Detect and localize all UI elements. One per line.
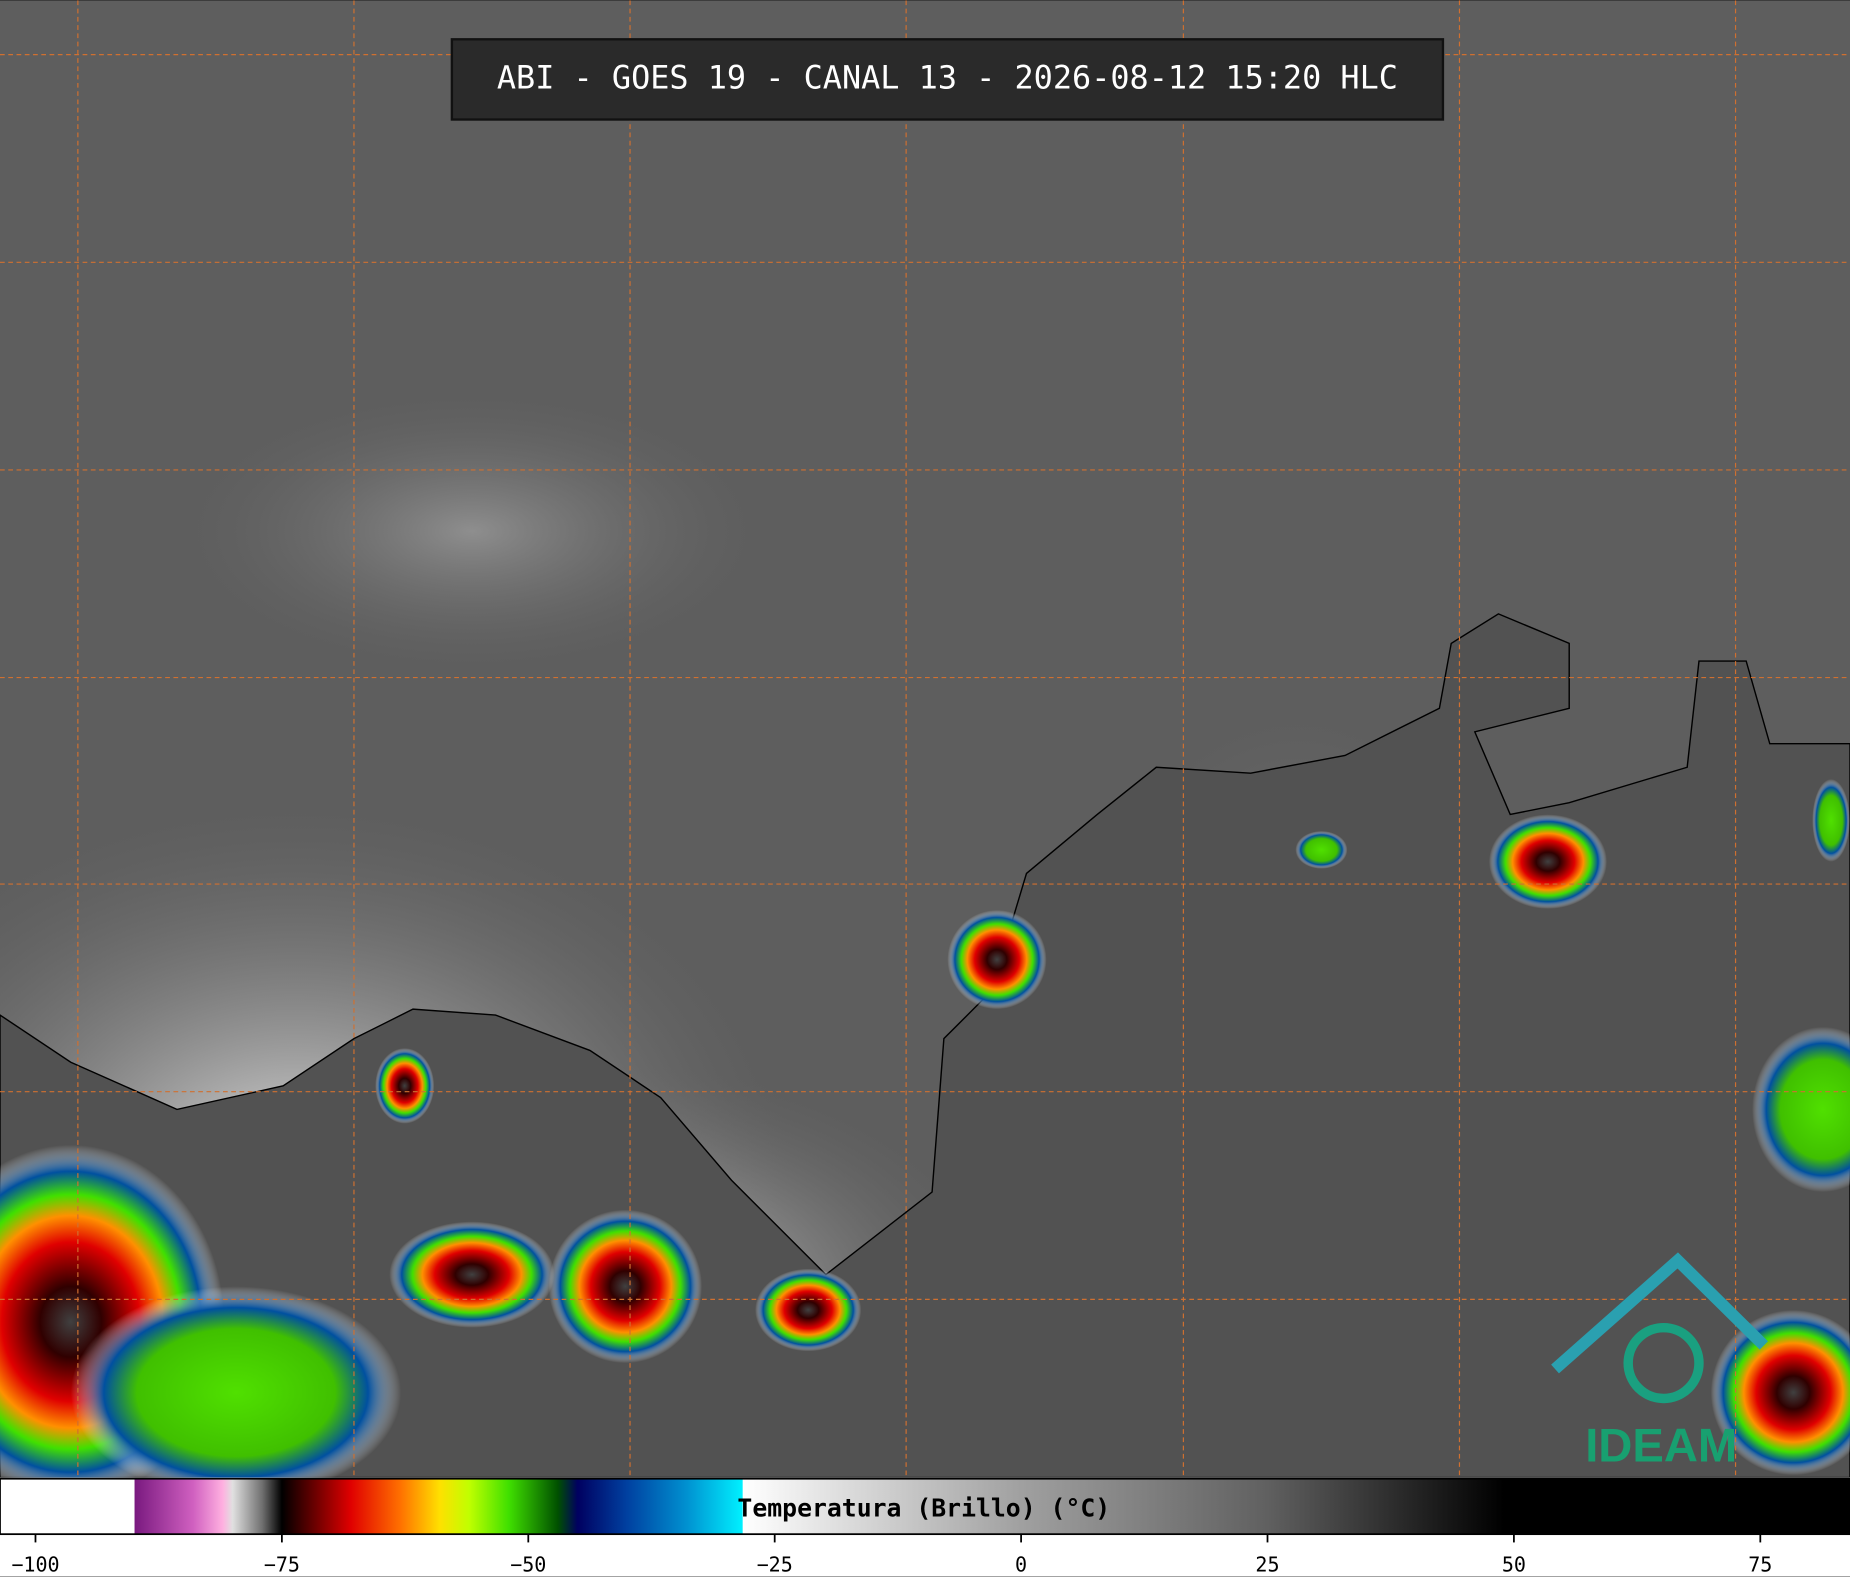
- colorbar-label: Temperatura (Brillo) (°C): [737, 1493, 1110, 1522]
- colorbar-tick-label: −75: [264, 1553, 300, 1577]
- colorbar-tick-label: 50: [1502, 1553, 1526, 1577]
- title-background: [450, 38, 1445, 121]
- colorbar-tick-label: −100: [11, 1553, 59, 1577]
- logo: IDEAM: [1551, 1252, 1769, 1473]
- colorbar-tick-label: 75: [1748, 1553, 1772, 1577]
- logo-text: IDEAM: [1585, 1420, 1737, 1473]
- colorbar-tick-label: −25: [757, 1553, 793, 1577]
- colorbar-tick-label: −50: [510, 1553, 546, 1577]
- colorbar-tick-label: 0: [1015, 1553, 1027, 1577]
- title: ABI - GOES 19 - CANAL 13 - 2026-08-12 15…: [497, 58, 1398, 96]
- colorbar: [0, 1477, 1850, 1536]
- colorbar-tick-label: 25: [1255, 1553, 1279, 1577]
- title-box: ABI - GOES 19 - CANAL 13 - 2026-08-12 15…: [450, 38, 1445, 121]
- convective-cells: [0, 779, 1850, 1499]
